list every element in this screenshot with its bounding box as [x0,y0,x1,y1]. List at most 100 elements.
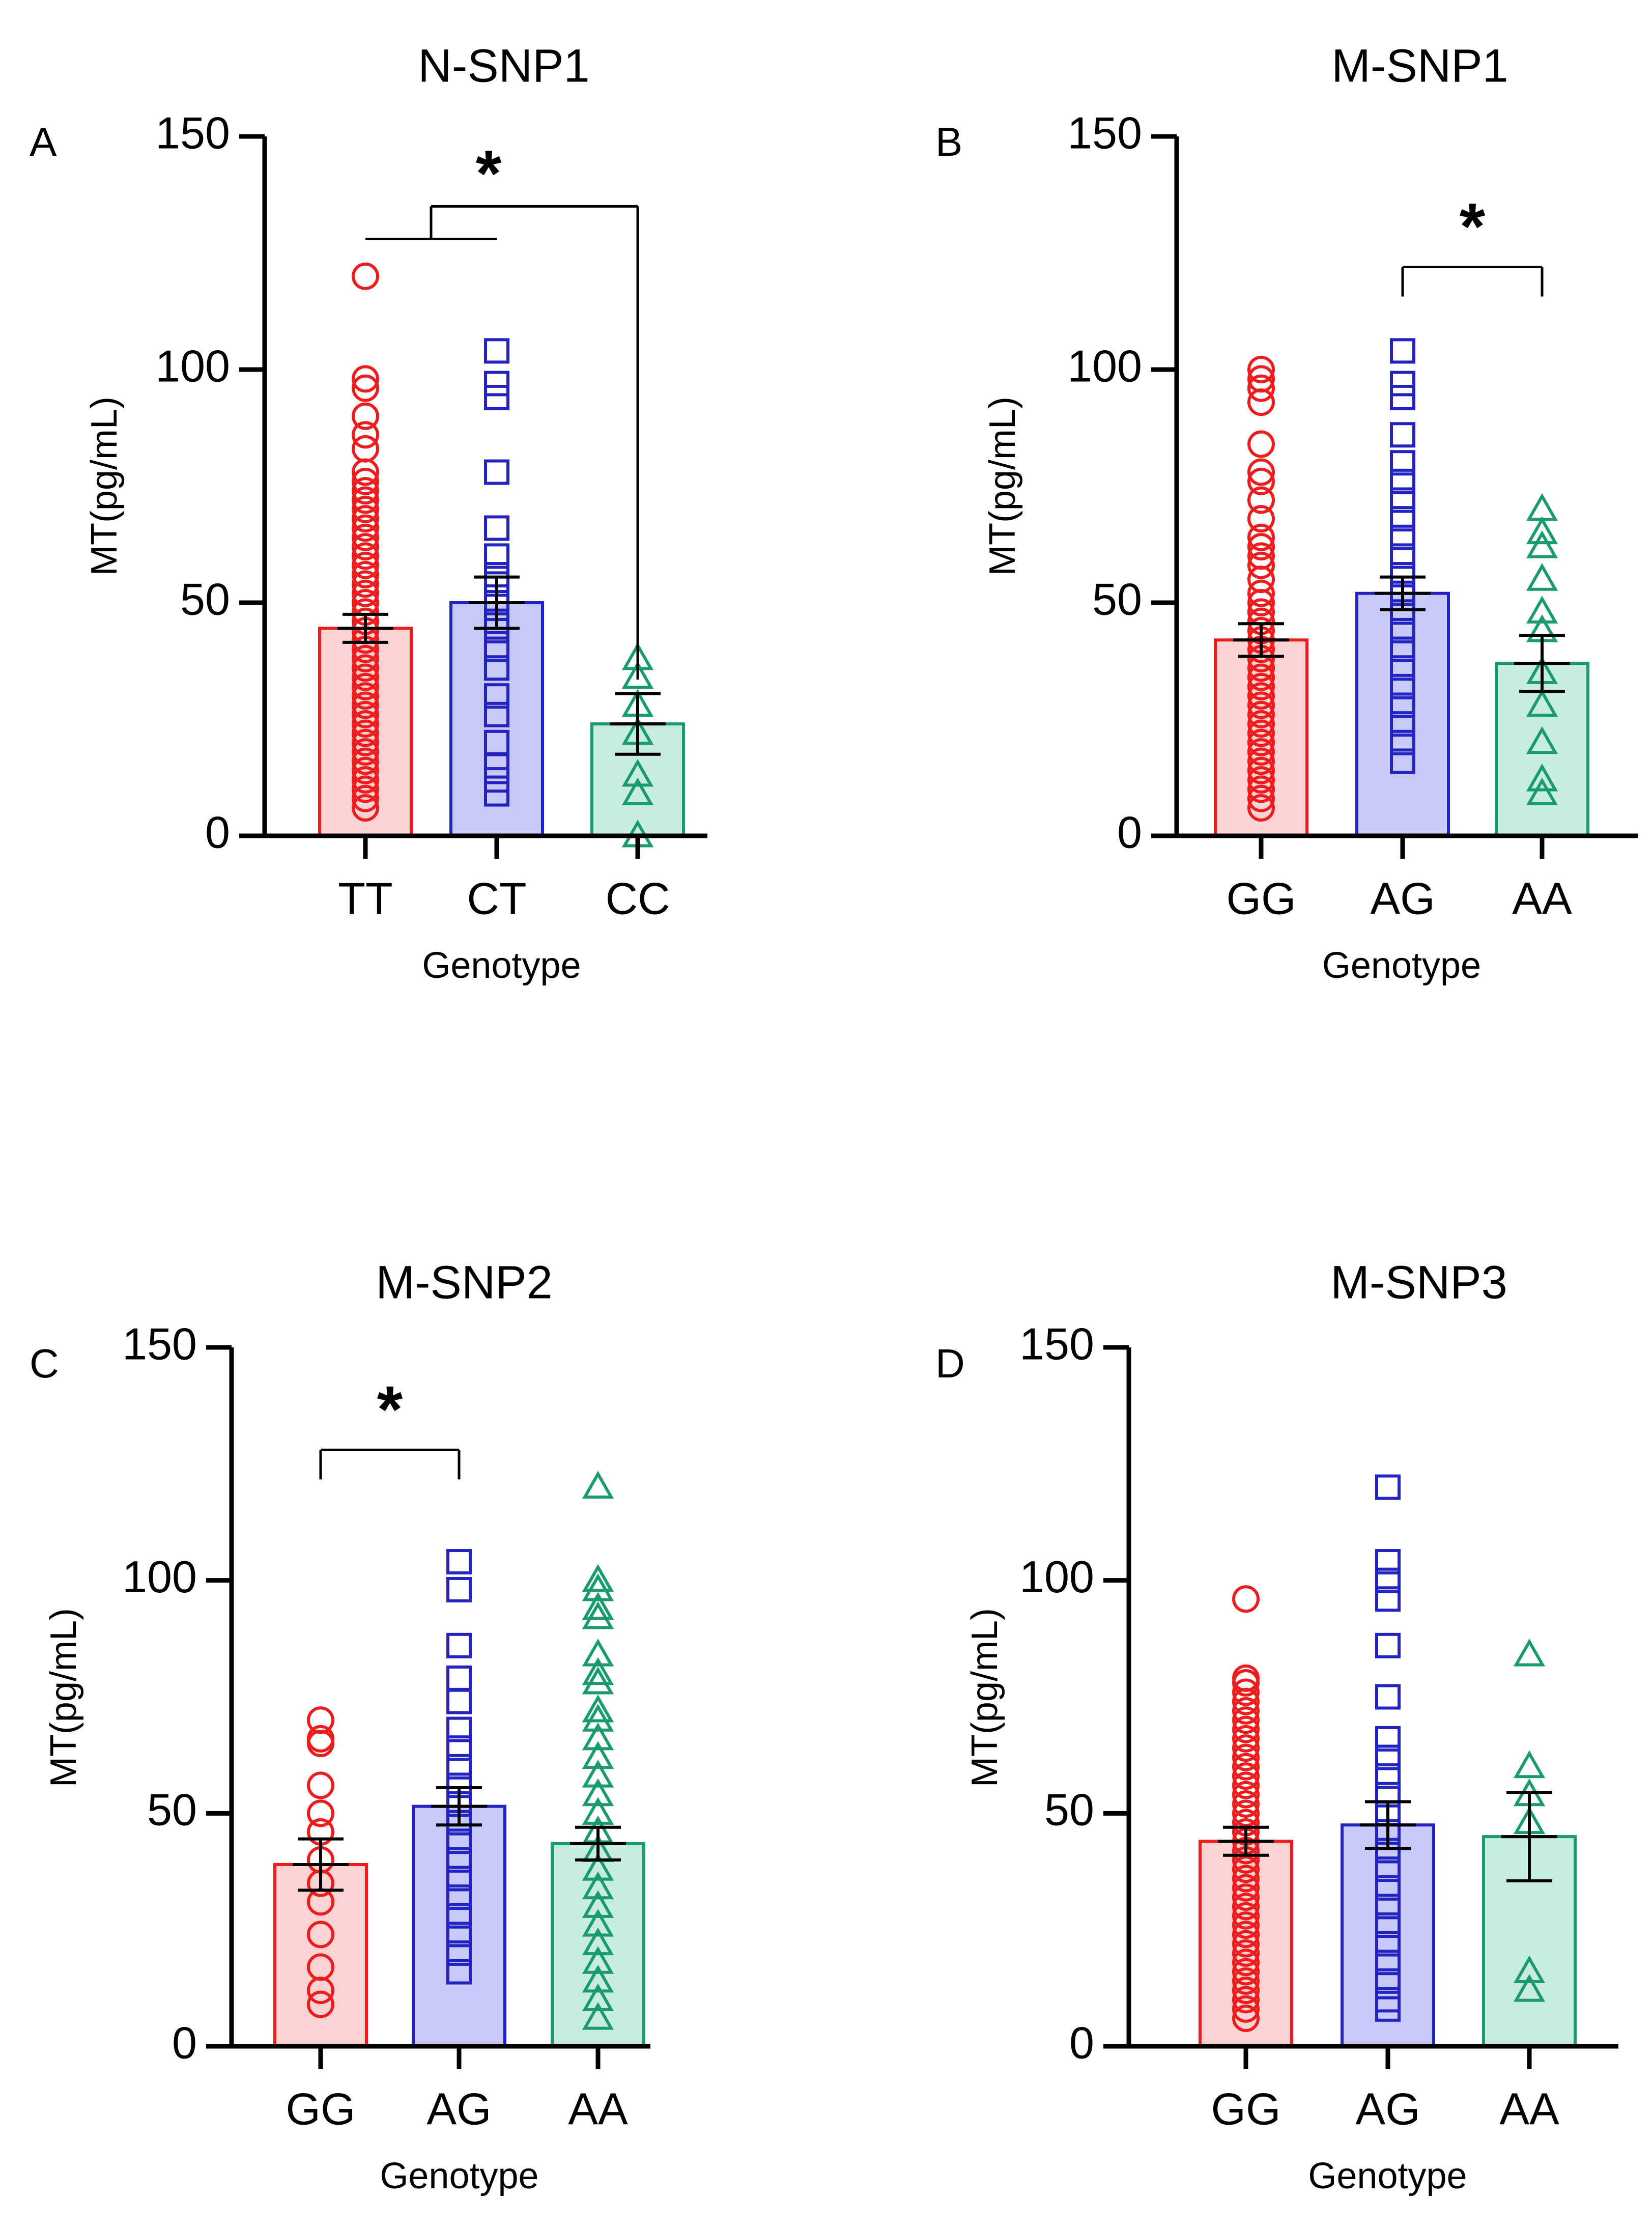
data-point-square [446,1847,472,1873]
data-point-circle [352,672,379,700]
data-point-square [446,1940,472,1966]
data-point-triangle [582,1601,614,1629]
data-point-circle [1232,1697,1260,1725]
data-point-square [1375,1726,1401,1752]
data-point-square [1375,1875,1401,1901]
data-point-square [1375,1474,1401,1500]
data-point-circle [352,486,379,514]
significance-star: * [1460,189,1486,263]
data-point-circle [352,262,379,290]
data-point-circle [1247,691,1275,719]
x-tick-label: AG [426,2083,491,2134]
data-point-circle [1232,1967,1260,1995]
y-tick-label: 150 [122,1318,197,1369]
data-point-circle [352,756,379,784]
data-point-triangle [1526,596,1558,624]
data-point-square [446,1866,472,1892]
data-point-circle [307,1921,334,1949]
data-point-circle [1232,1687,1260,1715]
data-point-circle [1232,1790,1260,1818]
panel-d: M-SNP3 D MT(pg/mL) Genotype 0 50 100 150 GG AG AA [935,1257,1618,2196]
data-point-circle [352,766,379,794]
data-point-circle [307,1730,334,1758]
data-point-triangle [582,1946,614,1974]
data-point-square [446,1549,472,1575]
data-point-circle [307,1990,334,2018]
data-point-triangle [582,1797,614,1825]
data-point-circle [1247,533,1275,561]
data-point-circle [1232,1734,1260,1762]
significance-bracket: * [1401,189,1544,297]
data-point-circle [307,1799,334,1827]
data-point-circle [1232,1930,1260,1958]
data-point-triangle [582,1853,614,1881]
data-point-square [1390,748,1415,774]
data-point-circle [307,1977,334,2005]
data-point-circle [1232,1865,1260,1893]
data-point-circle [352,700,379,728]
data-points-ag [1390,338,1415,774]
data-point-circle [1232,1921,1260,1949]
data-point-circle [1232,1949,1260,1977]
data-point-circle [1247,738,1275,766]
data-point-square [1390,422,1415,448]
data-point-circle [1247,784,1275,812]
data-point-triangle [582,1666,614,1695]
data-point-triangle [582,1964,614,1993]
data-point-circle [352,542,379,570]
data-point-circle [352,682,379,710]
x-axis-title: Genotype [380,2156,538,2196]
data-point-circle [352,374,379,402]
data-point-circle [1247,775,1275,803]
panel-title: M-SNP2 [376,1257,553,1309]
data-point-triangle [582,1890,614,1918]
significance-bracket: * [319,1372,461,1480]
data-point-square [446,1922,472,1948]
data-point-circle [352,523,379,551]
data-point-circle [1247,719,1275,747]
x-tick-label: CC [605,873,670,923]
error-bar [1360,1800,1416,1850]
data-point-triangle [582,1927,614,1956]
data-point-triangle [1526,777,1558,806]
data-point-triangle [582,1760,614,1788]
data-point-circle [352,644,379,672]
data-point-circle [352,794,379,822]
data-point-triangle [582,1983,614,2011]
y-axis-title: MT(pg/mL) [43,1608,84,1787]
y-tick-label: 150 [1067,107,1142,158]
significance-bracket: * [365,136,639,680]
data-point-square [446,1884,472,1910]
data-point-square [484,515,509,541]
data-point-square [1375,1567,1401,1593]
data-point-square [1390,506,1415,532]
data-point-circle [1232,1958,1260,1986]
data-point-circle [1247,766,1275,794]
error-bar [1233,622,1289,658]
data-point-triangle [582,1871,614,1900]
data-point-triangle [621,661,654,689]
data-point-triangle [1526,689,1558,717]
data-point-square [446,1632,472,1658]
data-point-triangle [582,1778,614,1807]
panel-b: M-SNP1 B MT(pg/mL) Genotype 0 50 100 150 GG AG AA * [935,40,1638,986]
data-point-circle [352,495,379,523]
data-point-circle [352,421,379,449]
panel-title: M-SNP1 [1331,40,1508,92]
data-point-triangle [582,1741,614,1769]
data-point-circle [352,654,379,682]
data-point-circle [1232,1585,1260,1613]
data-point-circle [1232,1762,1260,1790]
data-point-square [1375,1931,1401,1957]
error-bar [610,692,666,756]
data-point-square [1390,450,1415,476]
data-point-circle [352,477,379,505]
data-point-square [446,1688,472,1714]
data-point-triangle [582,1592,614,1620]
data-point-square [1375,1856,1401,1882]
data-point-triangle [621,758,654,787]
y-tick-label: 150 [1019,1318,1094,1369]
data-point-circle [352,784,379,812]
data-point-circle [352,402,379,430]
data-point-circle [352,710,379,738]
